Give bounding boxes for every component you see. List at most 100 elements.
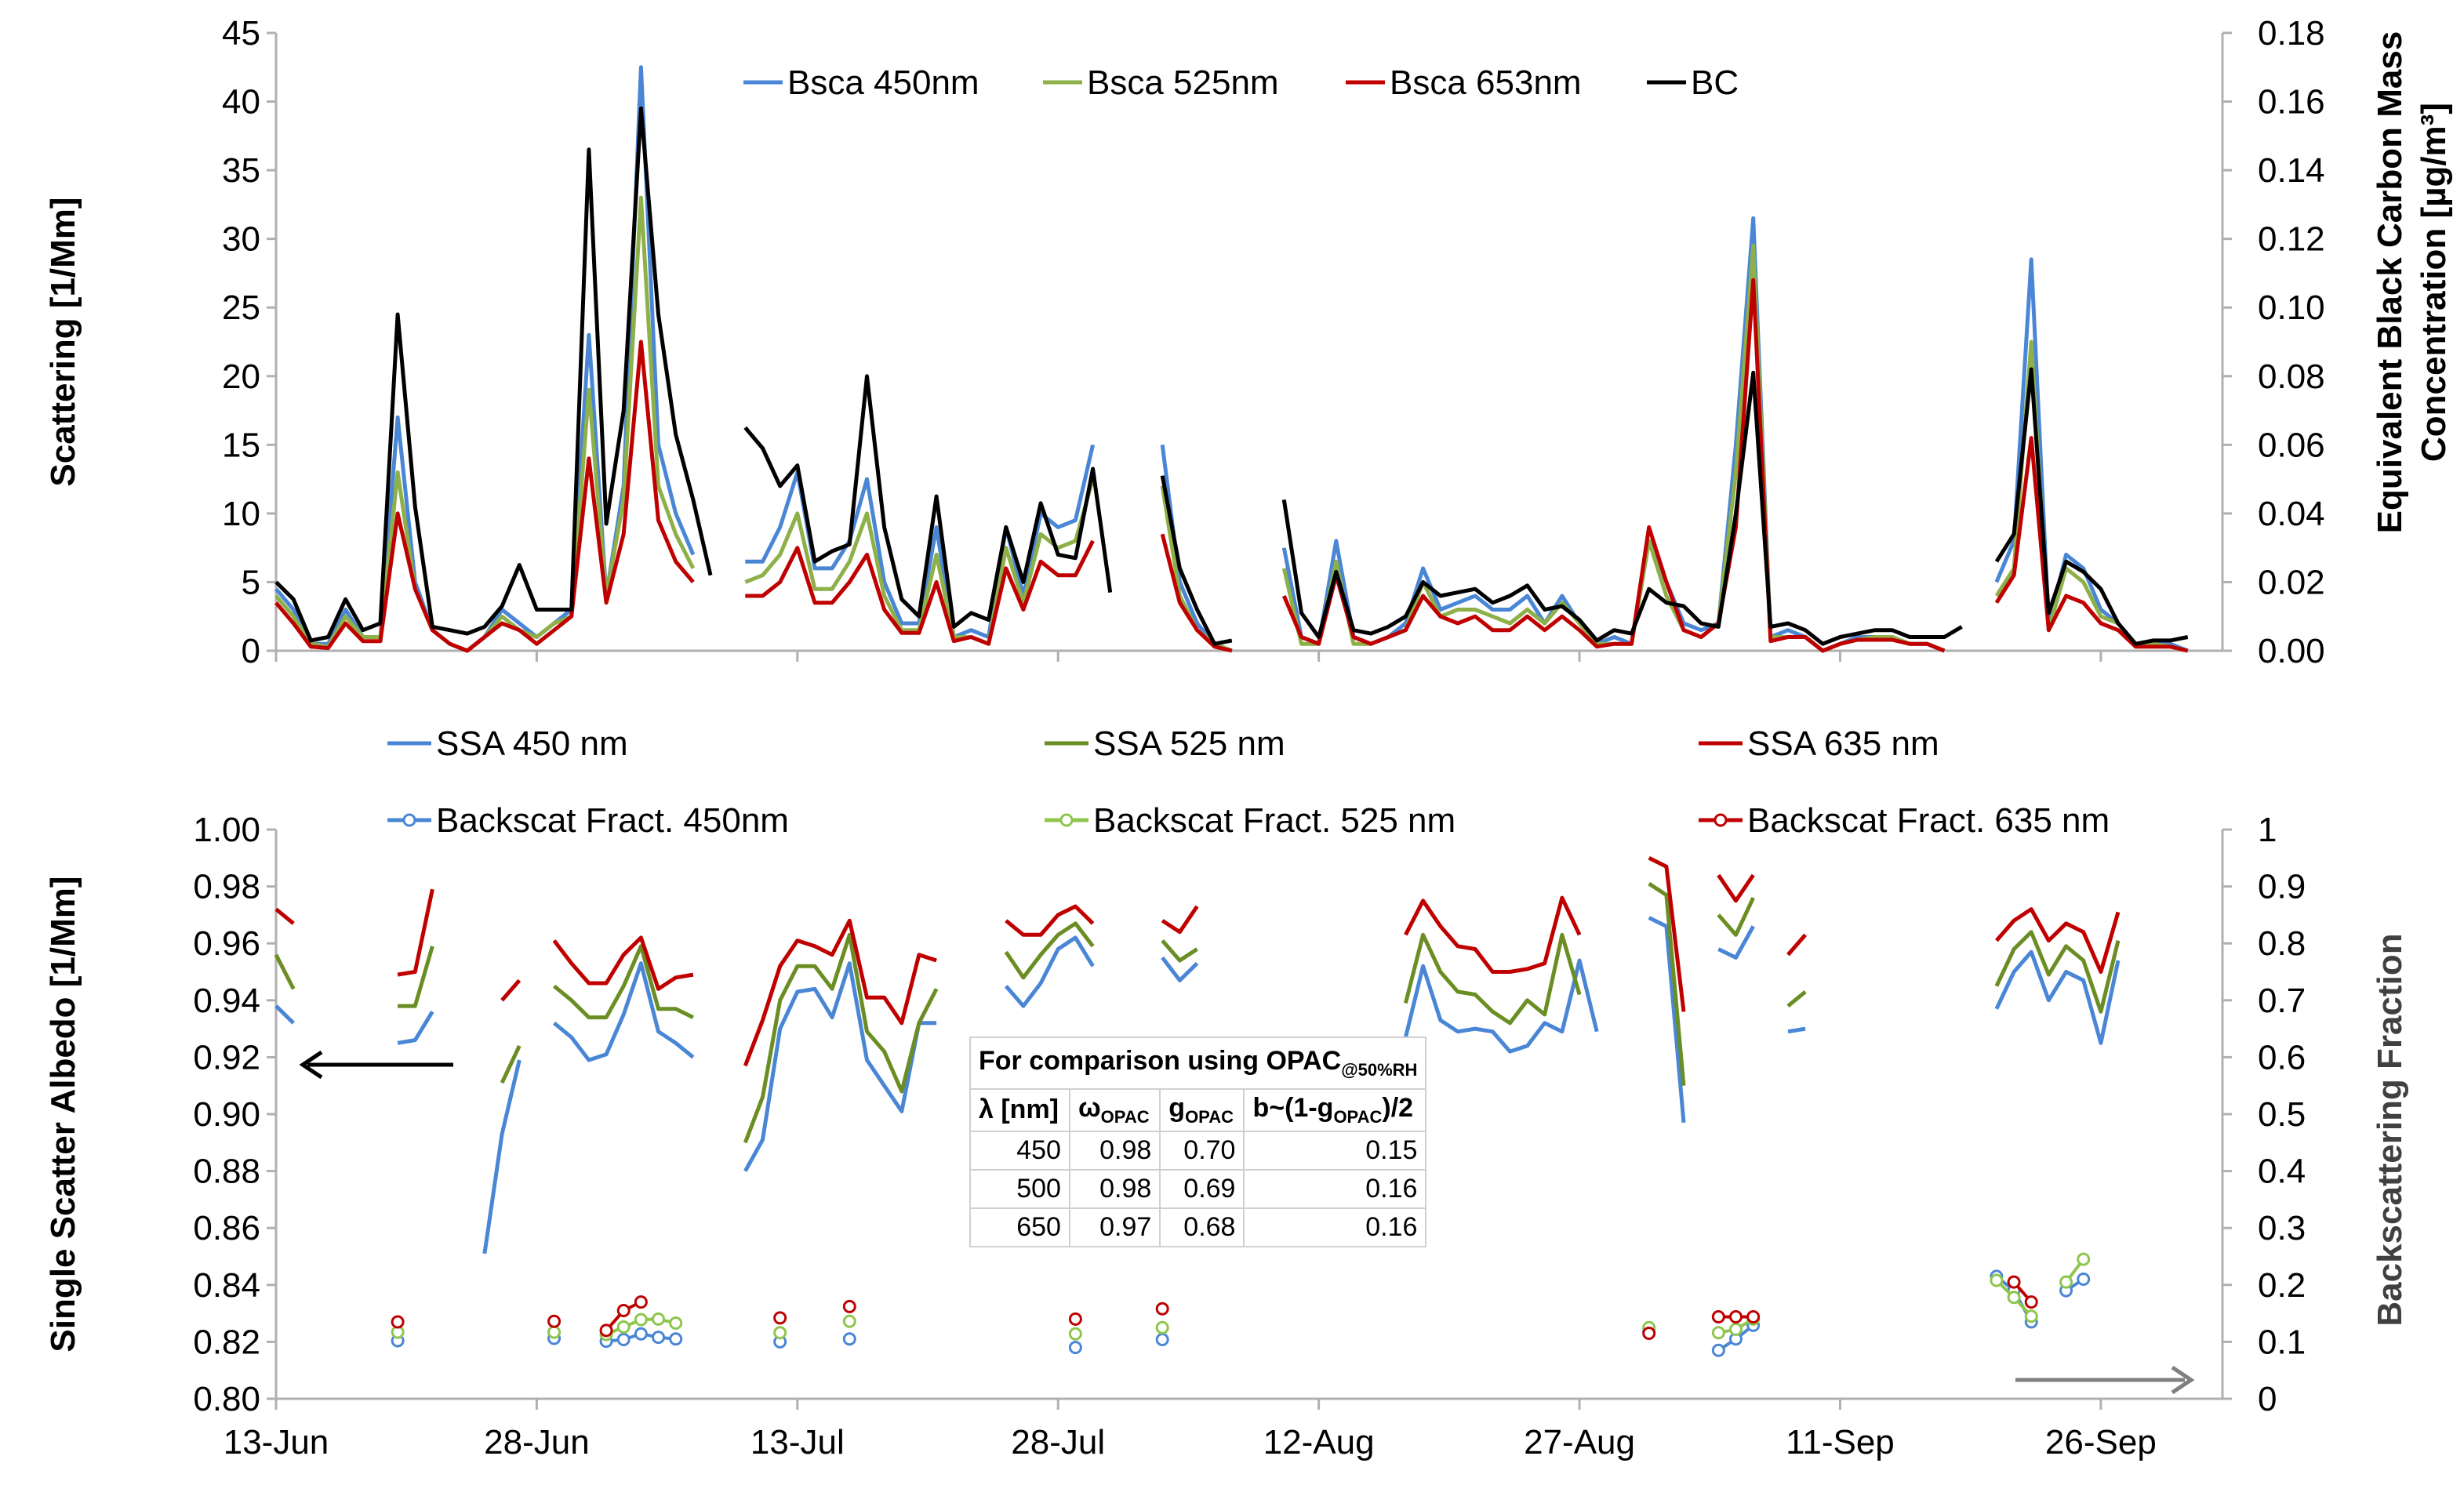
x-tick-label: 28-Jun — [484, 1423, 590, 1461]
data-point-marker — [1729, 1309, 1743, 1323]
series-line-segment — [743, 918, 937, 1067]
left-tick-label: 5 — [242, 563, 260, 601]
opac-header-wavelength: λ [nm] — [969, 1087, 1070, 1132]
x-tick-label: 12-Aug — [1263, 1423, 1375, 1461]
series-line-segment — [1161, 956, 1199, 982]
left-tick-label: 0.94 — [193, 982, 260, 1020]
left-tick-label: 0.84 — [193, 1266, 260, 1305]
series-line-segment — [1160, 533, 1233, 653]
right-tick-label: 0.04 — [2258, 495, 2325, 533]
table-cell: 0.97 — [1068, 1207, 1161, 1247]
left-tick-label: 15 — [222, 426, 260, 464]
right-tick-label: 0.5 — [2258, 1095, 2306, 1134]
opac-header-g: gOPAC — [1159, 1087, 1245, 1132]
series-line-segment — [553, 961, 695, 1062]
series-line-segment — [552, 935, 694, 991]
data-point-marker — [1711, 1309, 1725, 1323]
right-tick-label: 0.6 — [2258, 1038, 2306, 1077]
legend-marker — [1714, 813, 1728, 827]
legend-label: Backscat Fract. 450nm — [436, 801, 789, 840]
table-cell: 0.98 — [1068, 1168, 1161, 1209]
data-point-marker — [1746, 1309, 1761, 1323]
table-row: 500 0.98 0.69 0.16 — [969, 1168, 1427, 1209]
series-line-segment — [1281, 278, 1946, 653]
series-line-segment — [1281, 370, 1963, 646]
series-line-segment — [397, 888, 434, 977]
data-point-marker — [2077, 1273, 2091, 1287]
table-cell: 0.68 — [1159, 1207, 1245, 1247]
x-tick-label: 27-Aug — [1524, 1423, 1635, 1461]
left-tick-label: 0.92 — [193, 1038, 260, 1077]
series-line-segment — [274, 106, 713, 643]
series-line-segment — [1717, 925, 1755, 960]
legend-label: Bsca 653nm — [1390, 64, 1582, 102]
left-tick-label: 40 — [222, 83, 260, 122]
legend-label: SSA 450 nm — [436, 724, 628, 763]
legend-label: Backscat Fract. 635 nm — [1747, 801, 2110, 840]
data-point-marker — [634, 1327, 648, 1341]
series-line-segment — [1281, 216, 1946, 653]
right-tick-label: 0.08 — [2258, 358, 2325, 396]
right-tick-label: 0.1 — [2258, 1323, 2306, 1361]
right-tick-label: 0.18 — [2258, 14, 2325, 53]
table-cell: 500 — [969, 1168, 1070, 1209]
left-tick-label: 0.96 — [193, 924, 260, 963]
series-line-segment — [500, 1044, 522, 1084]
left-tick-label: 20 — [222, 358, 260, 396]
left-tick-label: 10 — [222, 495, 260, 533]
right-tick-label: 0.9 — [2258, 868, 2306, 906]
series-line-segment — [1717, 897, 1755, 937]
left-tick-label: 25 — [222, 289, 260, 327]
data-point-marker — [634, 1313, 648, 1327]
series-line-segment — [1994, 930, 2121, 1014]
left-tick-label: 0.98 — [193, 868, 260, 906]
series-line-segment — [274, 1004, 295, 1025]
left-tick-label: 0.86 — [193, 1209, 260, 1247]
series-line-segment — [553, 944, 695, 1020]
right-tick-label: 0.06 — [2258, 426, 2325, 464]
data-point-marker — [547, 1325, 561, 1339]
data-point-marker — [669, 1332, 683, 1346]
data-point-marker — [2059, 1275, 2073, 1289]
series-line-segment — [1648, 881, 1686, 1086]
data-point-marker — [616, 1320, 631, 1334]
table-cell: 0.15 — [1243, 1130, 1427, 1171]
data-point-marker — [616, 1303, 631, 1317]
series-line-segment — [743, 961, 937, 1172]
data-point-marker — [2077, 1252, 2091, 1266]
right-tick-label: 0.10 — [2258, 289, 2325, 327]
series-line-segment — [1786, 933, 1807, 957]
series-line-segment — [1004, 935, 1095, 1008]
x-tick-label: 28-Jul — [1011, 1423, 1105, 1461]
table-cell: 450 — [969, 1130, 1070, 1171]
series-line-segment — [1404, 895, 1582, 974]
left-tick-label: 0.82 — [193, 1323, 260, 1361]
right-tick-label: 0.7 — [2258, 982, 2306, 1020]
table-cell: 0.16 — [1243, 1168, 1427, 1209]
data-point-marker — [1155, 1302, 1169, 1316]
right-tick-label: 0.8 — [2258, 924, 2306, 963]
left-tick-label: 0 — [242, 632, 260, 670]
data-point-marker — [634, 1295, 648, 1309]
data-point-marker — [842, 1299, 856, 1313]
right-tick-label: 0 — [2258, 1380, 2277, 1418]
data-point-marker — [652, 1312, 666, 1326]
legend-label: BC — [1691, 64, 1739, 102]
right-axis-arrow-head — [2171, 1365, 2195, 1395]
data-point-marker — [547, 1314, 561, 1328]
series-line-segment — [1787, 1026, 1806, 1034]
data-point-marker — [616, 1332, 631, 1346]
right-tick-label: 0.2 — [2258, 1266, 2306, 1305]
table-cell: 0.16 — [1243, 1207, 1427, 1247]
data-point-marker — [1068, 1312, 1082, 1326]
bottom-panel: 0.800.820.840.860.880.900.920.940.960.98… — [44, 724, 2409, 1461]
left-tick-label: 45 — [222, 14, 260, 53]
series-line-segment — [1161, 939, 1198, 963]
right-axis-title: Backscattering Fraction — [2371, 933, 2409, 1326]
right-tick-label: 0.02 — [2258, 563, 2325, 601]
series-line-segment — [743, 932, 939, 1144]
data-point-marker — [1711, 1326, 1725, 1340]
left-tick-label: 1.00 — [193, 811, 260, 849]
table-cell: 650 — [969, 1207, 1070, 1247]
data-point-marker — [1711, 1343, 1725, 1357]
